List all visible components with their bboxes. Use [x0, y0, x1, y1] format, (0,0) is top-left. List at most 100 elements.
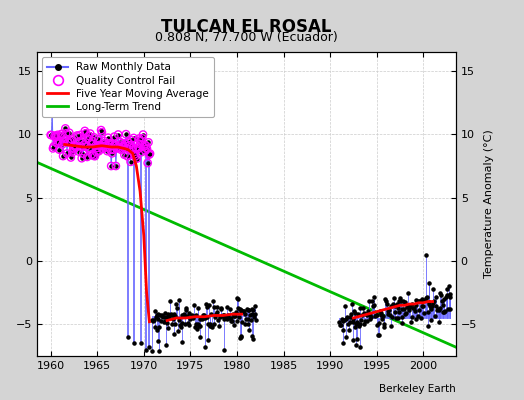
- Point: [89, 153, 97, 159]
- Point: [127, 137, 136, 144]
- Point: [128, 147, 136, 153]
- Point: [122, 131, 130, 137]
- Point: [356, 321, 365, 327]
- Point: [345, 314, 354, 321]
- Point: [188, 312, 196, 318]
- Point: [118, 143, 127, 150]
- Point: [63, 139, 72, 146]
- Point: [60, 139, 68, 145]
- Text: TULCAN EL ROSAL: TULCAN EL ROSAL: [161, 18, 332, 36]
- Point: [445, 282, 453, 289]
- Point: [138, 135, 146, 142]
- Point: [221, 312, 230, 319]
- Point: [99, 146, 107, 152]
- Point: [378, 316, 386, 322]
- Point: [443, 292, 452, 298]
- Point: [192, 312, 201, 318]
- Point: [73, 132, 81, 139]
- Point: [123, 145, 131, 152]
- Point: [181, 305, 190, 311]
- Point: [376, 310, 385, 316]
- Point: [190, 302, 198, 308]
- Point: [171, 313, 180, 319]
- Point: [403, 304, 411, 310]
- Point: [118, 140, 126, 146]
- Point: [129, 144, 137, 151]
- Point: [430, 298, 439, 304]
- Point: [437, 292, 445, 298]
- Point: [121, 140, 129, 146]
- Point: [92, 142, 100, 149]
- Point: [64, 139, 73, 146]
- Point: [124, 139, 133, 146]
- Point: [375, 320, 383, 326]
- Point: [345, 326, 353, 333]
- Point: [124, 334, 132, 340]
- Point: [194, 322, 203, 329]
- Point: [229, 311, 237, 318]
- Point: [421, 297, 429, 303]
- Point: [381, 296, 389, 302]
- Point: [413, 298, 421, 304]
- Point: [96, 143, 104, 150]
- Point: [115, 145, 123, 151]
- Point: [170, 311, 178, 318]
- Point: [116, 139, 124, 145]
- Point: [141, 148, 149, 154]
- Point: [88, 151, 96, 158]
- Point: [239, 308, 247, 314]
- Point: [424, 322, 432, 329]
- Point: [53, 132, 62, 138]
- Point: [176, 322, 184, 328]
- Point: [50, 143, 58, 150]
- Point: [130, 151, 139, 158]
- Point: [368, 303, 377, 309]
- Point: [92, 142, 100, 149]
- Point: [132, 145, 140, 152]
- Point: [102, 142, 111, 148]
- Point: [127, 137, 136, 144]
- Point: [346, 318, 355, 325]
- Point: [206, 322, 215, 329]
- Point: [232, 308, 240, 315]
- Point: [73, 132, 81, 139]
- Point: [78, 138, 86, 144]
- Point: [226, 318, 235, 324]
- Point: [154, 311, 162, 317]
- Point: [400, 306, 408, 312]
- Point: [179, 313, 188, 320]
- Point: [149, 318, 157, 324]
- Point: [194, 305, 202, 311]
- Point: [70, 146, 78, 152]
- Point: [119, 143, 128, 150]
- Point: [173, 305, 181, 311]
- Point: [50, 143, 58, 150]
- Point: [220, 312, 228, 318]
- Point: [405, 306, 413, 313]
- Point: [373, 322, 381, 328]
- Point: [95, 148, 103, 154]
- Point: [66, 138, 74, 144]
- Point: [60, 137, 69, 143]
- Point: [165, 325, 173, 331]
- Point: [81, 130, 90, 136]
- Point: [48, 106, 57, 112]
- Point: [129, 135, 138, 141]
- Point: [177, 323, 185, 330]
- Point: [211, 314, 219, 320]
- Point: [174, 297, 183, 303]
- Point: [55, 146, 63, 153]
- Point: [340, 316, 348, 323]
- Point: [130, 151, 139, 158]
- Point: [91, 153, 99, 159]
- Point: [134, 146, 142, 152]
- Point: [143, 146, 151, 152]
- Point: [154, 316, 162, 322]
- Point: [388, 314, 397, 320]
- Point: [247, 316, 255, 323]
- Point: [215, 323, 223, 329]
- Point: [193, 326, 201, 332]
- Point: [222, 315, 230, 322]
- Point: [347, 301, 356, 307]
- Point: [185, 310, 194, 316]
